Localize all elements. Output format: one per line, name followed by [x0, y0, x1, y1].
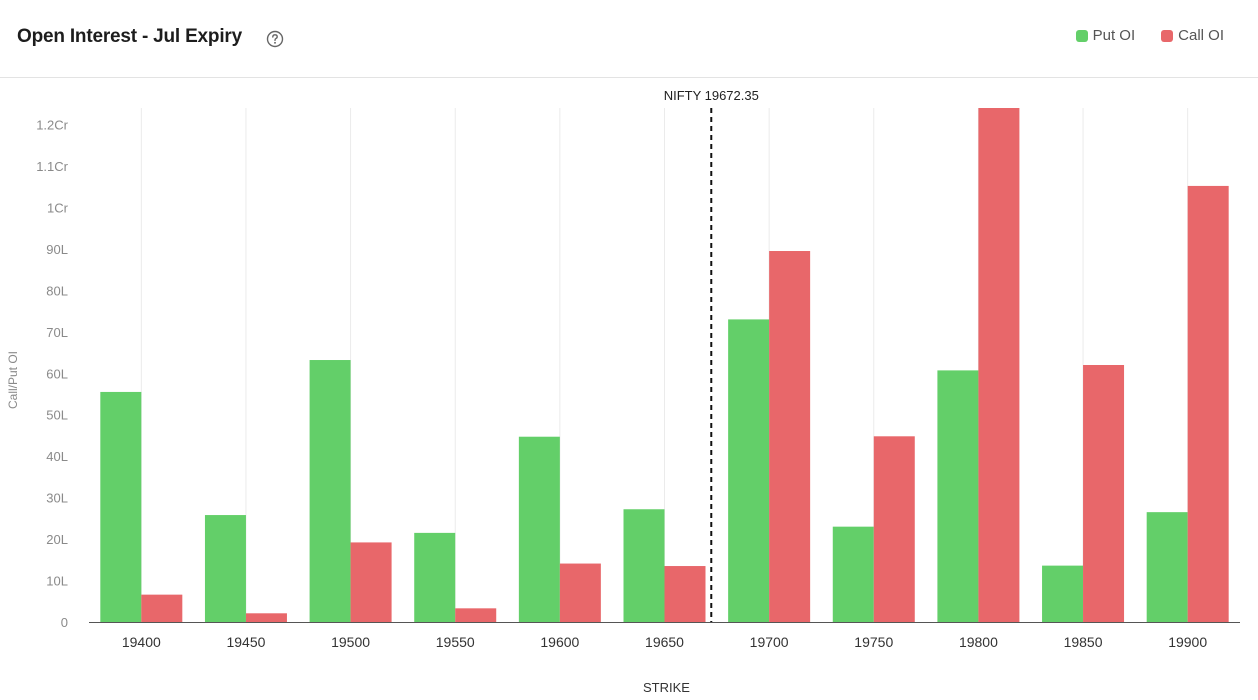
y-tick-label: 90L — [46, 242, 68, 257]
question-circle-icon[interactable] — [266, 30, 284, 48]
y-tick-label: 50L — [46, 408, 68, 423]
y-tick-label: 80L — [46, 283, 68, 298]
put-oi-bar — [518, 436, 560, 622]
put-oi-bar — [414, 532, 456, 622]
call-oi-bar — [1187, 185, 1229, 623]
x-axis-label: STRIKE — [643, 680, 690, 695]
put-oi-bar — [204, 515, 246, 622]
y-tick-label: 40L — [46, 449, 68, 464]
call-oi-bar — [1083, 365, 1125, 622]
y-tick-label: 70L — [46, 325, 68, 340]
legend-label-put-oi: Put OI — [1092, 27, 1136, 44]
y-tick-label: 1.1Cr — [36, 159, 68, 174]
put-oi-bar — [832, 526, 874, 622]
call-oi-bar — [245, 613, 287, 622]
y-tick-label: 0 — [61, 615, 68, 630]
y-tick-label: 20L — [46, 532, 68, 547]
put-oi-bar — [1042, 565, 1084, 622]
open-interest-chart: 0 10L 20L 30L 40L 50L 60L 70L 80L 90L 1Cr 1.1Cr 1.2C… — [6, 88, 1240, 695]
y-tick-label: 10L — [46, 574, 68, 589]
call-oi-bar — [350, 542, 392, 622]
chart-title: Open Interest - Jul Expiry — [17, 26, 242, 47]
put-oi-bar — [937, 370, 979, 622]
y-tick-label: 60L — [46, 366, 68, 381]
x-tick-label: 19400 — [122, 634, 161, 650]
call-oi-swatch — [1161, 29, 1174, 42]
call-oi-bar — [873, 436, 915, 622]
legend-item-put-oi[interactable]: Put OI — [1075, 27, 1136, 44]
x-tick-label: 19550 — [436, 634, 475, 650]
spot-price-label: NIFTY 19672.35 — [664, 88, 759, 103]
legend: Put OI Call OI — [1075, 27, 1224, 44]
y-tick-label: 1.2Cr — [36, 118, 68, 133]
legend-item-call-oi[interactable]: Call OI — [1161, 27, 1224, 44]
call-oi-bar — [455, 608, 497, 622]
legend-label-call-oi: Call OI — [1178, 27, 1224, 44]
put-oi-bar — [623, 509, 665, 622]
call-oi-bar — [978, 108, 1020, 622]
put-oi-bar — [1146, 512, 1188, 622]
call-oi-bar — [559, 563, 601, 622]
x-tick-label: 19500 — [331, 634, 370, 650]
y-axis-label: Call/Put OI — [6, 351, 20, 409]
x-tick-label: 19450 — [226, 634, 265, 650]
put-oi-swatch — [1075, 29, 1088, 42]
call-oi-bar — [664, 566, 706, 622]
put-oi-bar — [309, 360, 351, 622]
put-oi-bar — [728, 319, 770, 622]
x-tick-label: 19700 — [750, 634, 789, 650]
chart-header: Open Interest - Jul Expiry Put OI Call O… — [0, 0, 1258, 78]
x-tick-label: 19800 — [959, 634, 998, 650]
put-oi-bar — [100, 391, 142, 622]
x-tick-label: 19750 — [854, 634, 893, 650]
x-tick-label: 19900 — [1168, 634, 1207, 650]
call-oi-bar — [141, 594, 183, 622]
x-tick-label: 19600 — [540, 634, 579, 650]
call-oi-bar — [769, 251, 811, 623]
y-tick-label: 30L — [46, 491, 68, 506]
x-tick-label: 19650 — [645, 634, 684, 650]
x-tick-label: 19850 — [1064, 634, 1103, 650]
y-tick-label: 1Cr — [47, 200, 69, 215]
